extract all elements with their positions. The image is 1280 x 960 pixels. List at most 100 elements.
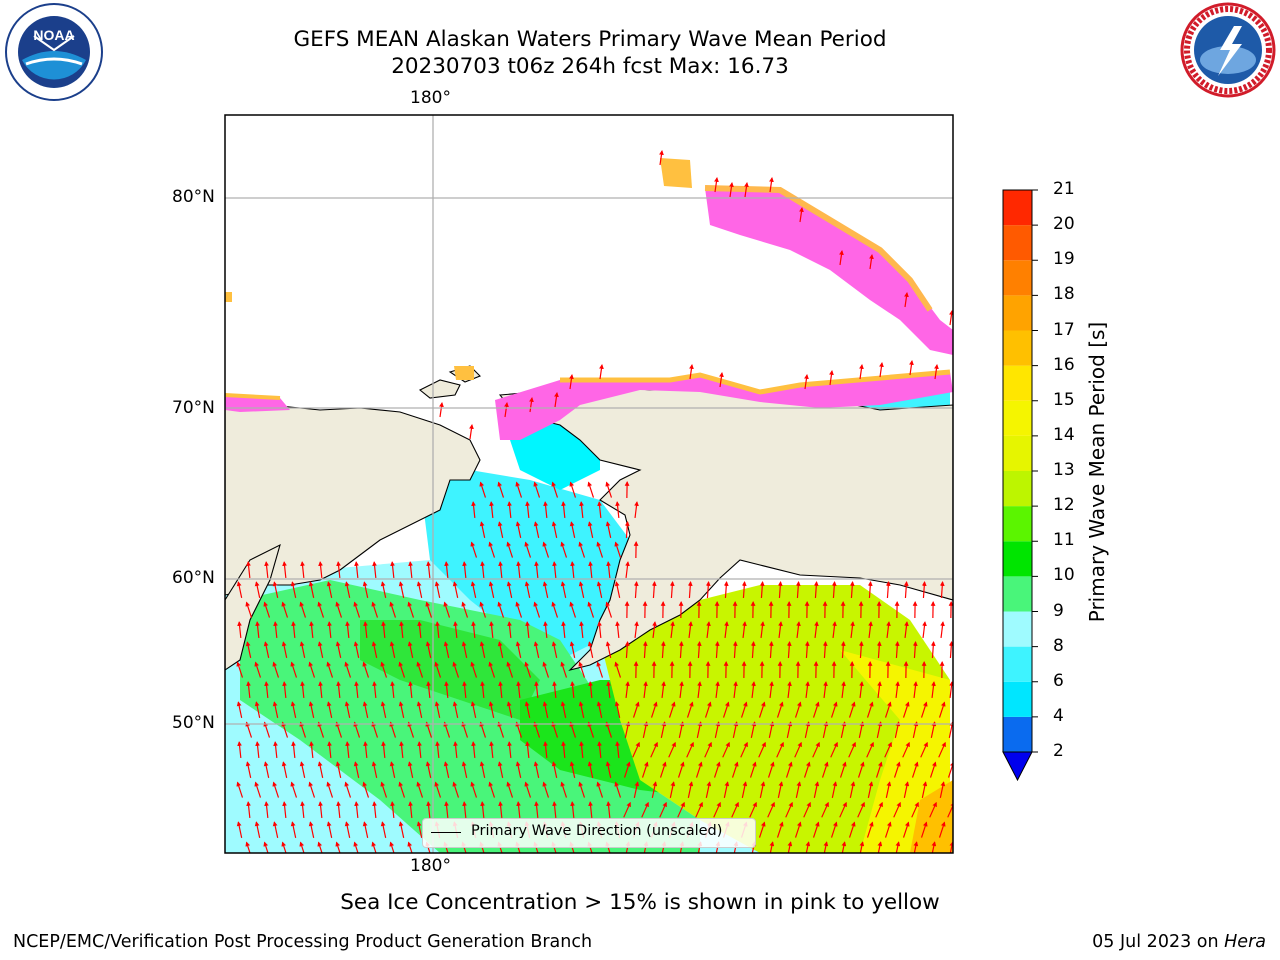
- wave-arrow: [841, 681, 846, 699]
- wave-arrow: [659, 150, 664, 166]
- wave-arrow: [605, 641, 612, 658]
- wave-arrow: [578, 661, 586, 678]
- orange-region-corner: [910, 780, 953, 853]
- colorbar-segment: [1003, 190, 1032, 226]
- wave-arrow: [777, 781, 784, 798]
- wave-arrow: [281, 761, 288, 778]
- wave-arrow: [255, 741, 260, 759]
- wave-arrow: [264, 561, 269, 579]
- wave-arrow: [237, 741, 242, 759]
- wave-arrow: [569, 374, 574, 390]
- wave-arrow: [948, 641, 953, 659]
- wave-arrow: [634, 501, 639, 519]
- wave-arrow: [930, 721, 937, 738]
- wave-arrow: [587, 641, 594, 658]
- wave-arrow: [596, 541, 604, 558]
- wave-arrow: [542, 581, 549, 598]
- wave-arrow: [911, 801, 919, 818]
- wave-arrow: [605, 481, 613, 498]
- wave-arrow: [668, 701, 676, 718]
- wave-arrow: [245, 601, 253, 618]
- colorbar-tick-label: 14: [1053, 424, 1075, 445]
- wave-arrow: [570, 801, 575, 819]
- wave-arrow: [380, 821, 387, 838]
- wave-arrow: [732, 721, 739, 738]
- wave-arrow: [551, 481, 559, 498]
- wave-arrow: [498, 681, 503, 699]
- wave-arrow: [461, 601, 469, 618]
- wave-arrow: [624, 641, 630, 659]
- wave-arrow: [758, 701, 766, 718]
- wave-arrow: [560, 661, 568, 678]
- wave-arrow: [469, 424, 474, 440]
- wave-arrow: [641, 801, 649, 818]
- wave-arrow: [533, 601, 541, 618]
- wave-arrow: [875, 801, 883, 818]
- wave-arrow: [524, 541, 532, 558]
- wave-direction-arrows: [236, 150, 953, 853]
- wave-arrow: [849, 781, 856, 798]
- wave-arrow: [389, 641, 396, 658]
- wave-arrow: [938, 741, 946, 758]
- wave-arrow: [497, 601, 505, 618]
- wave-arrow: [299, 601, 307, 618]
- wave-arrow: [263, 761, 270, 778]
- wave-arrow: [895, 841, 901, 853]
- wave-arrow: [615, 621, 620, 639]
- ice-edge-north: [704, 185, 933, 312]
- wave-arrow: [506, 661, 514, 678]
- wave-arrow: [534, 561, 539, 579]
- wave-arrow: [633, 781, 640, 798]
- wave-arrow: [624, 721, 631, 738]
- wave-arrow: [425, 721, 433, 738]
- wave-arrow: [938, 701, 946, 718]
- wave-arrow: [489, 621, 494, 639]
- ice-patch-orange: [660, 158, 692, 188]
- ice-patch-left: [225, 292, 232, 302]
- wave-arrow: [524, 581, 531, 598]
- wave-arrow: [623, 761, 631, 778]
- wave-arrow: [687, 581, 693, 599]
- wave-arrow: [848, 701, 856, 718]
- wave-arrow: [480, 681, 485, 699]
- wave-arrow: [291, 621, 296, 639]
- wave-arrow: [787, 681, 792, 699]
- wave-arrow: [902, 701, 910, 718]
- wave-arrow: [489, 501, 494, 519]
- wave-arrow: [498, 561, 503, 579]
- wave-arrow: [839, 761, 847, 778]
- wave-arrow: [533, 761, 540, 778]
- wave-arrow: [426, 681, 431, 699]
- wave-arrow: [767, 761, 775, 778]
- wave-arrow: [688, 621, 693, 639]
- wave-arrow: [408, 681, 413, 699]
- wave-arrow: [947, 801, 953, 818]
- wave-arrow: [534, 681, 539, 699]
- wave-arrow: [805, 841, 811, 853]
- wave-arrow: [632, 741, 640, 758]
- wave-arrow: [525, 501, 530, 519]
- wave-arrow: [895, 681, 900, 699]
- wave-arrow: [300, 561, 305, 579]
- lon-label-top: 180°: [410, 88, 451, 108]
- wave-arrow: [794, 701, 802, 718]
- wave-arrow: [245, 841, 251, 853]
- wave-arrow: [597, 741, 602, 759]
- wave-arrow: [751, 681, 756, 699]
- wave-arrow: [724, 621, 729, 639]
- wave-arrow: [272, 581, 279, 598]
- wave-arrow: [255, 621, 260, 639]
- wave-arrow: [282, 561, 287, 579]
- wave-arrow: [533, 721, 541, 738]
- wave-arrow: [425, 641, 432, 658]
- wave-arrow: [704, 701, 712, 718]
- wave-arrow: [425, 601, 433, 618]
- colorbar-tick-label: 6: [1053, 670, 1064, 691]
- wave-arrow: [551, 521, 558, 538]
- wave-arrow: [723, 781, 730, 798]
- wave-arrow: [471, 741, 476, 759]
- wave-arrow: [614, 781, 622, 798]
- wave-arrow: [623, 801, 631, 818]
- wave-arrow: [812, 701, 820, 718]
- wave-arrow: [614, 701, 621, 718]
